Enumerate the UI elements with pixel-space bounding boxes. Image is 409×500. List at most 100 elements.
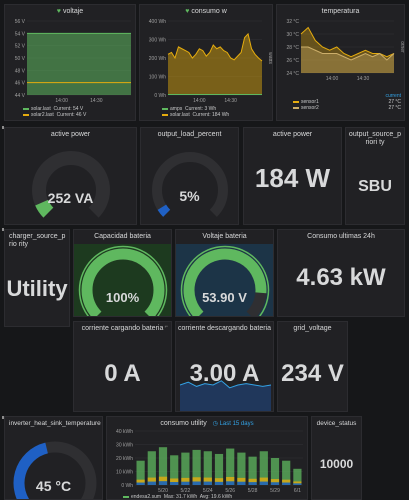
panel-active-power-va[interactable]: active power 252 VA	[4, 127, 137, 225]
panel-grid-voltage[interactable]: grid_voltage 234 V	[277, 321, 348, 412]
panel-title[interactable]: active power	[272, 131, 313, 138]
bar-segment	[226, 481, 235, 485]
panel-consumo-w[interactable]: ♥ consumo w 400 Wh 300 Wh 200 Wh 100 Wh 0 Wh 1…	[139, 4, 273, 121]
bar-segment	[158, 481, 168, 485]
panel-edge-marker	[2, 416, 4, 419]
panel-inverter-temp[interactable]: inverter_heat_sink_temperature 45 °C	[4, 416, 103, 500]
heart-icon: ♥	[56, 8, 61, 15]
legend-item[interactable]: amps Current: 3 Wh	[162, 106, 229, 112]
legend-item[interactable]: sensor1 27 °C	[293, 99, 401, 105]
x-tick-label: 14:00	[55, 98, 68, 104]
temperatura-legend: current sensor1 27 °C sensor2 27 °C	[293, 93, 401, 111]
bar-segment	[259, 481, 268, 485]
panel-title[interactable]: charger_source_prio rity	[9, 233, 66, 248]
legend-swatch	[123, 495, 129, 498]
bar-segment	[170, 482, 179, 485]
panel-output-source-priority[interactable]: output_source_priori ty SBU	[345, 127, 405, 225]
bar-segment	[203, 481, 212, 485]
stat-value: 234 V	[281, 360, 344, 387]
panel-voltaje-bateria[interactable]: Voltaje bateria 53.90 V	[175, 229, 274, 317]
panel-consumo-24h[interactable]: Consumo ultimas 24h 4.63 kW	[277, 229, 405, 317]
bar-segment	[147, 481, 156, 485]
legend-item[interactable]: endesa2.sum Max: 31.7 kWh Avg: 19.6 kWh	[123, 494, 232, 499]
panel-title[interactable]: consumo utility ◷ Last 15 days	[160, 420, 254, 427]
y-tick-label: 10 kWh	[116, 470, 133, 476]
legend-swatch	[23, 113, 29, 116]
legend-item[interactable]: sensor2 27 °C	[293, 105, 401, 111]
y-tick-label: 100 Wh	[149, 75, 166, 81]
bar	[192, 449, 201, 485]
x-tick-label: 14:00	[193, 98, 206, 104]
x-tick-label: 14:30	[90, 98, 103, 104]
bar	[226, 448, 235, 485]
panel-title[interactable]: Consumo ultimas 24h	[307, 233, 375, 240]
panel-temperatura[interactable]: temperatura 32 °C 30 °C 28 °C 26 °C 24 °C 14:…	[276, 4, 405, 121]
panel-title[interactable]: Voltaje bateria	[202, 233, 247, 240]
panel-capacidad-bateria[interactable]: Capacidad bateria 100%	[73, 229, 172, 317]
panel-title[interactable]: corriente descargando bateria	[177, 325, 271, 332]
bar	[181, 452, 190, 485]
gauge-fill	[157, 204, 171, 217]
stat-value: 4.63 kW	[296, 264, 386, 291]
stat-value: 10000	[319, 457, 354, 471]
bar-segment	[248, 482, 257, 485]
bar-segment	[192, 477, 201, 482]
x-tick-label: 5/24	[203, 488, 213, 494]
legend-swatch	[293, 106, 299, 109]
y-tick-label: 0 Wh	[154, 93, 166, 99]
voltaje-bateria-gauge	[176, 244, 273, 316]
gauge-threshold	[78, 245, 168, 316]
panel-consumo-utility[interactable]: consumo utility ◷ Last 15 days 40 kWh 30 …	[106, 416, 308, 500]
panel-title[interactable]: output_source_priori ty	[348, 131, 402, 146]
y-tick-label: 30 °C	[286, 32, 299, 38]
panel-voltaje[interactable]: ♥ voltaje 56 V 54 V 52 V 50 V 48 V 46 V 44 V 14:…	[4, 4, 136, 121]
panel-title[interactable]: temperatura	[321, 8, 360, 15]
bar-segment	[293, 483, 302, 485]
panel-title[interactable]: Capacidad bateria	[94, 233, 151, 240]
legend-item[interactable]: solar.last Current: 54 V	[23, 106, 86, 112]
time-range-badge[interactable]: ◷ Last 15 days	[212, 421, 254, 427]
panel-active-power-w[interactable]: active power 184 W	[243, 127, 342, 225]
x-tick-label: 6/1	[294, 488, 301, 494]
panel-output-load-percent[interactable]: output_load_percent 5%	[140, 127, 239, 225]
panel-title[interactable]: active power	[50, 131, 91, 138]
panel-title[interactable]: output_load_percent	[157, 131, 222, 138]
gauge-value: 53.90 V	[202, 290, 247, 305]
voltaje-graph: 56 V 54 V 52 V 50 V 48 V 46 V 44 V 14:00 14:30	[15, 19, 131, 104]
bar	[282, 460, 291, 485]
panel-corriente-descargando[interactable]: corriente descargando bateria 3.00 A	[175, 321, 274, 412]
panel-title[interactable]: device_status	[316, 420, 357, 427]
y-tick-label: 54 V	[15, 31, 26, 37]
gauge-value: 100%	[105, 290, 140, 305]
y-tick-label: 32 °C	[286, 19, 299, 25]
voltaje-legend: solar.last Current: 54 V solar2.last Cur…	[23, 106, 86, 118]
bar-segment	[270, 482, 280, 485]
bar	[214, 453, 224, 485]
panel-title[interactable]: inverter_heat_sink_temperature	[9, 420, 101, 427]
panel-title[interactable]: corriente cargando bateria	[81, 325, 164, 332]
panel-charger-source-priority[interactable]: charger_source_prio rity Utility	[4, 229, 70, 327]
x-tick-label: 14:30	[357, 76, 370, 82]
bar-segment	[226, 476, 235, 482]
bar-segment	[259, 477, 268, 482]
right-axis-label: other	[399, 41, 405, 53]
y-tick-label: 300 Wh	[149, 38, 166, 44]
bar-segment	[237, 477, 246, 482]
bar-segment	[181, 481, 190, 485]
panel-device-status[interactable]: device_status 10000	[311, 416, 362, 500]
gauge-fill	[81, 248, 165, 316]
panel-title[interactable]: ♥ consumo w	[185, 8, 227, 15]
y-tick-label: 400 Wh	[149, 19, 166, 25]
legend-item[interactable]: solar2.last Current: 46 V	[23, 112, 86, 118]
legend-header[interactable]: current	[385, 93, 401, 99]
gauge-fill	[35, 199, 54, 218]
gauge-threshold	[180, 245, 270, 316]
bar	[147, 451, 156, 485]
panel-title[interactable]: grid_voltage	[293, 325, 332, 332]
legend-item[interactable]: solar.last Current: 184 Wh	[162, 112, 229, 118]
panel-corriente-cargando[interactable]: corriente cargando bateria ⌐ 0 A	[73, 321, 172, 412]
info-icon[interactable]: ⌐	[164, 324, 168, 330]
bar-segment	[214, 481, 224, 485]
gauge-track	[32, 151, 110, 218]
panel-title[interactable]: ♥ voltaje	[56, 8, 84, 15]
